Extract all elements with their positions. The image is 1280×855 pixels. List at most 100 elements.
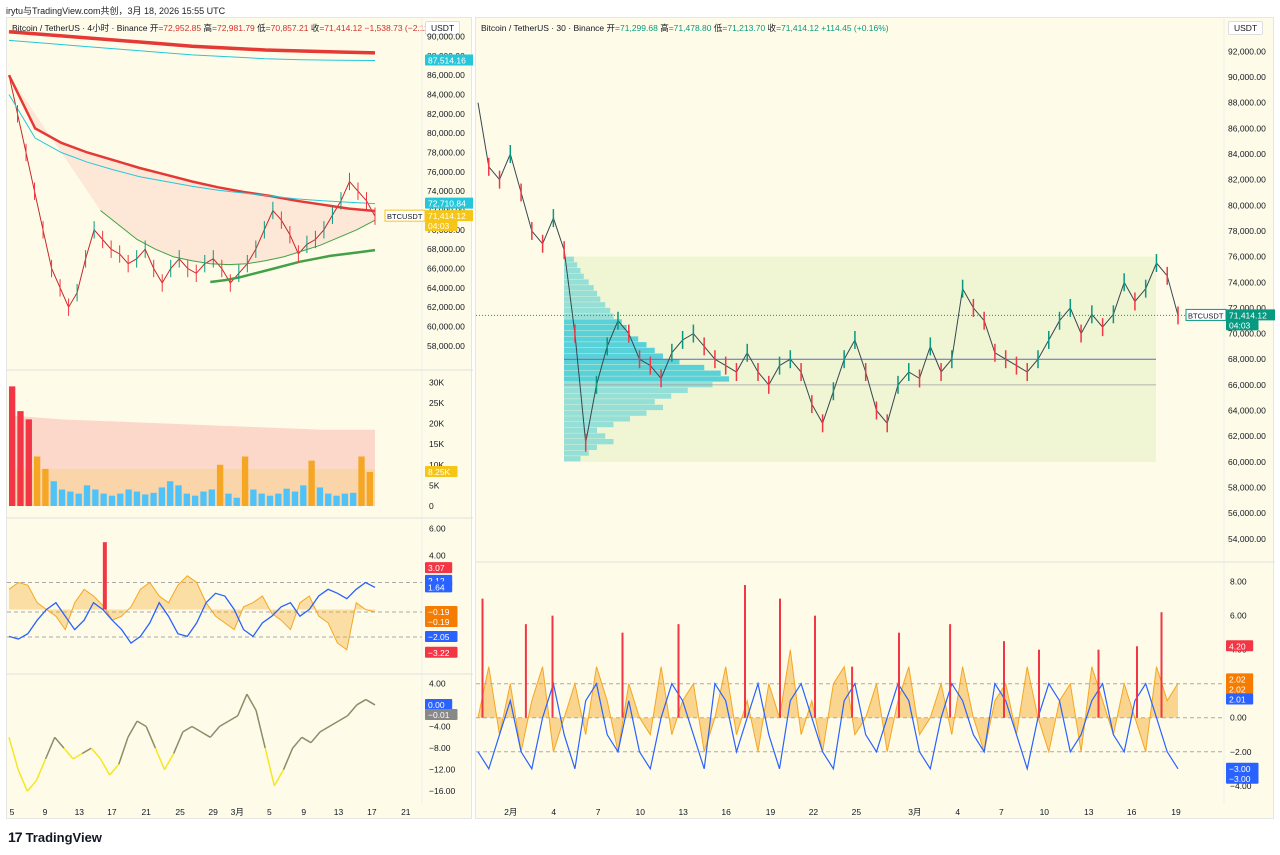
left-volume-bar-16 <box>142 494 149 506</box>
left-volume-bar-11 <box>100 493 107 506</box>
left-chart-svg[interactable]: 90,000.0088,000.0086,000.0084,000.0082,0… <box>7 18 473 820</box>
left-volume-bar-24 <box>208 489 215 506</box>
left-price-tick-6: 78,000.00 <box>427 148 465 158</box>
right-osc-tick-4: 0.00 <box>1230 713 1247 723</box>
right-osc-spike-13 <box>1097 649 1100 718</box>
right-osc-label-0: 4.20 <box>1229 641 1246 651</box>
right-currency-button[interactable]: USDT <box>1228 21 1264 35</box>
left-series-ma-cyan-mid <box>8 94 376 205</box>
left-volume-bar-3 <box>33 456 41 506</box>
right-close: =71,414.12 <box>776 23 819 33</box>
tradingview-logo-icon: 17 <box>8 829 23 845</box>
right-x-tick-15: 19 <box>1171 807 1181 817</box>
left-wave-seg-35 <box>319 725 330 733</box>
left-wave-seg-28 <box>255 710 266 749</box>
left-price-tick-7: 76,000.00 <box>427 167 465 177</box>
left-wave-seg-8 <box>72 752 83 760</box>
right-vp-bar-21 <box>564 336 639 342</box>
right-x-tick-11: 7 <box>999 807 1004 817</box>
left-osc-label-1: 2.12 <box>428 576 445 586</box>
left-volume-bar-15 <box>133 491 141 506</box>
left-volume-bar-38 <box>325 493 332 506</box>
right-high-label: 高 <box>660 23 669 33</box>
right-vp-bar-11 <box>564 393 672 399</box>
left-wave-seg-38 <box>346 704 358 717</box>
right-osc-label-3-bg <box>1226 693 1254 705</box>
right-osc-label-3: 2.01 <box>1229 695 1246 705</box>
right-price-tick-9: 74,000.00 <box>1228 277 1266 287</box>
left-volume-label: 8.25K <box>428 467 451 477</box>
left-volume-bar-30 <box>258 493 265 506</box>
right-x-tick-2: 7 <box>596 807 601 817</box>
header-text: irytu与TradingView.com共创，3月 18, 2026 15:5… <box>6 6 226 16</box>
left-osc-tick-0: 6.00 <box>429 524 446 534</box>
left-ma-band <box>9 75 375 265</box>
right-legend: Bitcoin / TetherUS · 30 · Binance 开=71,2… <box>481 22 889 34</box>
right-vp-bar-10 <box>564 399 655 405</box>
left-osc-label-4: −0.19 <box>428 617 450 627</box>
right-osc-spike-7 <box>814 615 816 718</box>
left-volume-bar-21 <box>183 493 190 506</box>
left-currency-button[interactable]: USDT <box>425 21 461 35</box>
left-wave-seg-22 <box>200 731 211 738</box>
right-vp-bar-0 <box>564 456 581 462</box>
left-price-label-2: 71,414.12 <box>428 211 466 221</box>
left-series-ma-green-bold <box>210 248 376 284</box>
left-wave-seg-24 <box>219 720 229 728</box>
left-price-tick-12: 66,000.00 <box>427 264 465 274</box>
left-chart-panel[interactable]: Bitcoin / TetherUS · 4小时 · Binance 开=72,… <box>6 17 473 820</box>
left-volume-bar-22 <box>192 495 199 506</box>
left-series-ma-green-mid <box>100 210 376 266</box>
left-countdown-bg <box>425 220 458 232</box>
right-vp-bar-5 <box>564 427 597 433</box>
left-osc-tick-1: 4.00 <box>429 551 446 561</box>
right-x-tick-12: 10 <box>1040 807 1050 817</box>
left-volume-bar-43 <box>366 471 373 506</box>
left-price-label-0: 87,514.16 <box>428 56 466 66</box>
right-osc-spike-5 <box>744 585 746 718</box>
left-volume-bar-17 <box>150 492 157 506</box>
left-wave-seg-4 <box>35 758 47 781</box>
left-volume-bar-37 <box>316 487 324 506</box>
left-osc-label-0: 3.07 <box>428 563 445 573</box>
right-chart-panel[interactable]: Bitcoin / TetherUS · 30 · Binance 开=71,2… <box>475 17 1275 820</box>
right-vp-bar-1 <box>564 450 589 456</box>
left-low: =70,857.21 <box>265 23 309 33</box>
left-x-tick-9: 9 <box>301 807 306 817</box>
right-vp-bar-17 <box>564 359 680 365</box>
right-vp-bar-16 <box>564 364 705 371</box>
left-wave-seg-40 <box>365 698 376 706</box>
left-wave-seg-31 <box>282 747 294 770</box>
left-wave-tick-3: −12.00 <box>429 765 456 775</box>
left-volume-tick-3: 15K <box>429 439 444 449</box>
left-price-tick-4: 82,000.00 <box>427 109 465 119</box>
left-countdown: 04:03 <box>428 221 450 231</box>
left-volume-label-bg <box>425 465 458 477</box>
left-x-tick-4: 21 <box>141 807 151 817</box>
left-wave-tick-0: 4.00 <box>429 678 446 688</box>
right-osc-orange <box>477 649 1179 754</box>
left-series-price <box>8 75 376 309</box>
left-wave-seg-17 <box>154 747 166 770</box>
right-osc-spike-0 <box>481 598 484 718</box>
left-wave-seg-39 <box>356 698 367 706</box>
left-volume-bar-20 <box>175 485 182 506</box>
left-volume-bar-28 <box>241 456 249 506</box>
right-vp-bar-22 <box>564 330 630 337</box>
right-price-tick-3: 86,000.00 <box>1228 123 1266 133</box>
right-x-tick-14: 16 <box>1127 807 1137 817</box>
left-wave-tick-1: −4.00 <box>429 722 451 732</box>
left-osc-label-2: 1.64 <box>428 582 445 592</box>
right-osc-spike-2 <box>551 615 554 718</box>
left-volume-bar-14 <box>125 489 132 506</box>
right-close-label: 收 <box>767 23 777 33</box>
left-osc-label-3: −0.19 <box>428 607 450 617</box>
left-volume-bar-19 <box>167 481 174 506</box>
left-wave-seg-33 <box>301 736 312 744</box>
left-wave-seg-19 <box>173 731 184 754</box>
left-volume-bar-39 <box>333 495 340 506</box>
left-wave-label-1: −0.01 <box>428 710 450 720</box>
left-wave-tick-2: −8.00 <box>429 743 451 753</box>
left-volume-bar-13 <box>117 493 124 506</box>
right-chart-svg[interactable]: 92,000.00 90,000.00 88,000.00 86,000.00 84,0… <box>476 18 1275 820</box>
